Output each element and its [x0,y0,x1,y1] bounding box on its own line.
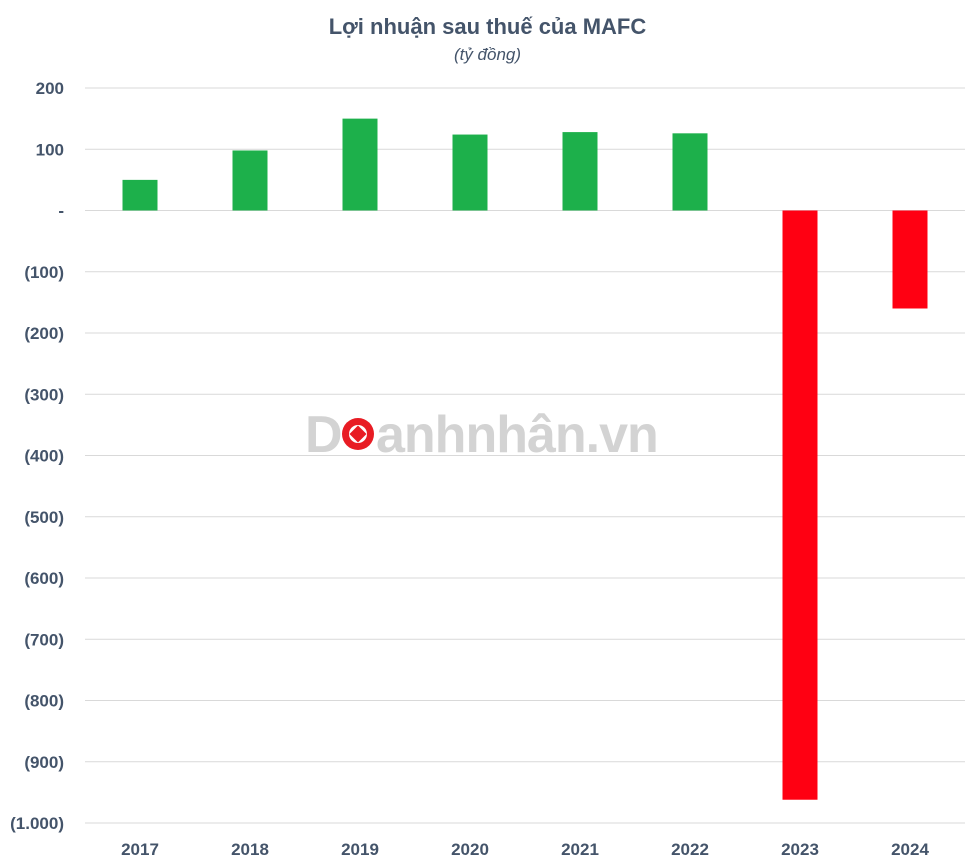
x-tick-label: 2021 [561,840,599,859]
y-tick-label: (800) [24,692,64,711]
y-tick-label: (700) [24,630,64,649]
y-tick-label: (1.000) [10,814,64,833]
bar-2021 [562,132,598,211]
watermark-logo: D anhnhân.vn [305,406,659,464]
x-tick-label: 2018 [231,840,269,859]
y-tick-label: (600) [24,569,64,588]
chart-title: Lợi nhuận sau thuế của MAFC [328,14,647,39]
chart-subtitle: (tỷ đồng) [453,45,522,64]
y-tick-label: (200) [24,324,64,343]
x-tick-label: 2022 [671,840,709,859]
bar-2020 [452,134,488,211]
bar-2022 [672,133,708,211]
bar-2024 [892,210,928,309]
watermark-text: anhnhân.vn [376,406,658,464]
y-tick-label: 200 [36,79,64,98]
y-tick-label: 100 [36,140,64,159]
y-tick-label: (100) [24,263,64,282]
bar-2023 [782,210,818,800]
x-axis-ticks: 2017 2018 2019 2020 2021 2022 2023 2024 [121,840,929,859]
y-tick-label: (500) [24,508,64,527]
bars [122,118,928,800]
x-tick-label: 2023 [781,840,819,859]
bar-2019 [342,118,378,211]
x-tick-label: 2020 [451,840,489,859]
x-tick-label: 2019 [341,840,379,859]
x-tick-label: 2024 [891,840,929,859]
y-axis-ticks: 200 100 - (100) (200) (300) (400) (500) (600) (70… [10,79,64,833]
x-tick-label: 2017 [121,840,159,859]
y-tick-label: (400) [24,447,64,466]
y-tick-label: (300) [24,385,64,404]
y-tick-label: - [58,202,64,221]
bar-2018 [232,150,268,211]
watermark-letter-d: D [305,406,342,464]
gridlines [85,87,965,824]
bar-2017 [122,179,158,211]
watermark-icon [342,418,374,450]
y-tick-label: (900) [24,753,64,772]
